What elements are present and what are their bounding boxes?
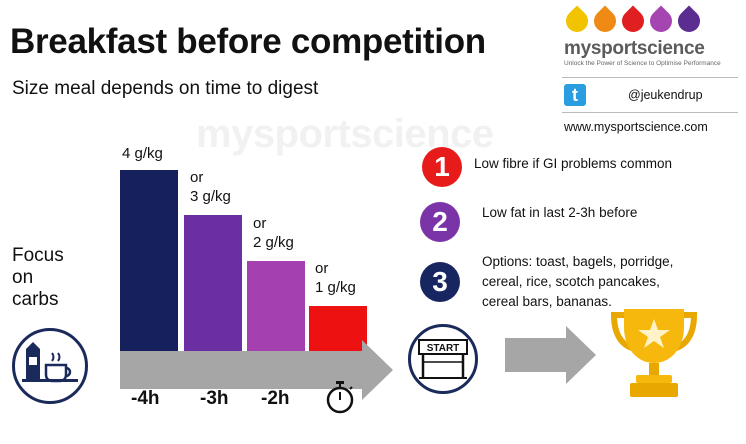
value-text: 1 g/kg <box>315 278 356 296</box>
logo-drop-purple <box>673 5 705 37</box>
breakfast-glyph <box>22 342 78 383</box>
focus-line-2: on <box>12 267 34 288</box>
brand-block: mysportscience Unlock the Power of Scien… <box>561 5 742 134</box>
tip-line: Low fibre if GI problems common <box>474 156 673 171</box>
breakfast-icon <box>12 328 88 404</box>
bar-value-label: or 2 g/kg <box>253 214 294 252</box>
twitter-handle[interactable]: @jeukendrup <box>628 88 703 102</box>
brand-tagline: Unlock the Power of Science to Optimise … <box>564 60 721 67</box>
progress-arrow-head <box>566 326 596 384</box>
focus-line-1: Focus <box>12 245 64 266</box>
brand-name: mysportscience <box>564 38 705 59</box>
bar--3h <box>184 215 242 351</box>
or-connector: or <box>253 214 267 232</box>
tip-number-1: 1 <box>422 147 462 187</box>
bar-value-label: or 1 g/kg <box>315 259 356 297</box>
tip-number-2: 2 <box>420 202 460 242</box>
brand-logo-drops <box>561 5 742 37</box>
brand-divider <box>562 77 738 78</box>
bar--1h <box>309 305 367 351</box>
or-connector: or <box>315 259 329 277</box>
website-link[interactable]: www.mysportscience.com <box>564 120 708 134</box>
brand-divider <box>562 112 738 113</box>
bar-value-label: or 3 g/kg <box>190 168 231 206</box>
tip-line: cereal, rice, scotch pancakes, <box>482 274 660 289</box>
page-subtitle: Size meal depends on time to digest <box>12 78 319 99</box>
tick-label: -3h <box>200 388 229 409</box>
value-text: 3 g/kg <box>190 188 231 206</box>
value-text: 2 g/kg <box>253 233 294 251</box>
twitter-icon[interactable]: t <box>564 84 586 106</box>
stopwatch-icon <box>326 381 354 414</box>
start-gate-icon: START <box>408 324 478 394</box>
or-connector: or <box>190 169 204 187</box>
tip-text-3: Options: toast, bagels, porridge, cereal… <box>482 252 673 312</box>
logo-drop-orange <box>589 5 621 37</box>
tip-number-3: 3 <box>420 262 460 302</box>
focus-line-3: carbs <box>12 289 59 310</box>
tick-label: -2h <box>261 388 290 409</box>
tip-line: Low fat in last 2-3h before <box>482 205 638 220</box>
twitter-row: t @jeukendrup <box>562 84 742 106</box>
tick-label: -4h <box>131 388 160 409</box>
bar--2h <box>247 260 305 351</box>
logo-drop-magenta <box>645 5 677 37</box>
bar-value-label: 4 g/kg <box>122 145 163 162</box>
page-title: Breakfast before competition <box>10 22 486 61</box>
logo-drop-yellow <box>561 5 593 37</box>
bar--4h <box>120 170 178 351</box>
start-label: START <box>427 343 460 354</box>
timeline-arrow-shaft <box>120 351 363 389</box>
progress-arrow-shaft <box>505 338 567 372</box>
timeline-arrow-head <box>362 340 393 400</box>
tip-text-1: Low fibre if GI problems common <box>474 154 672 174</box>
tip-line: Options: toast, bagels, porridge, <box>482 254 674 269</box>
trophy-icon <box>610 309 698 397</box>
logo-drop-red <box>617 5 649 37</box>
start-gate-glyph: START <box>418 339 468 379</box>
tip-text-2: Low fat in last 2-3h before <box>482 203 637 223</box>
tip-line: cereal bars, bananas. <box>482 294 612 309</box>
focus-on-carbs: Focus on carbs <box>12 245 64 311</box>
